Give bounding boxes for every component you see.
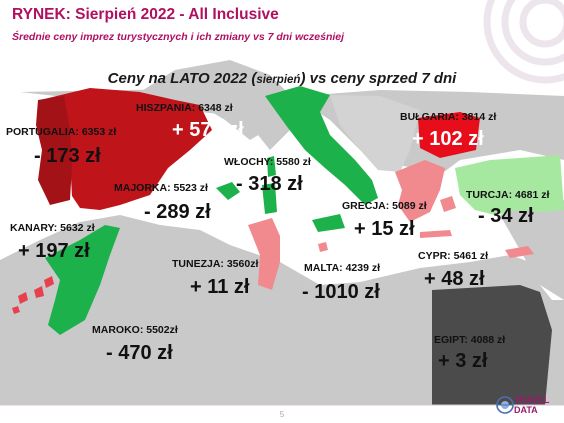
region-tunezja: [248, 218, 280, 290]
change-majorka: - 289 zł: [144, 201, 211, 223]
region-kreta: [420, 230, 452, 238]
change-cypr: + 48 zł: [424, 268, 485, 290]
change-malta: - 1010 zł: [302, 281, 380, 303]
label-turcja: TURCJA: 4681 zł: [466, 189, 550, 201]
region-cypr: [505, 246, 534, 258]
change-tunezja: + 11 zł: [190, 276, 250, 298]
region-turcja: [455, 155, 564, 215]
page-number: 5: [279, 410, 285, 419]
land-levant: [500, 200, 564, 300]
region-sardynia: [262, 183, 277, 214]
label-maroko: MAROKO: 5502zł: [92, 324, 178, 336]
change-grecja: + 15 zł: [354, 218, 415, 240]
region-bulgaria: [418, 112, 480, 158]
change-bulgaria: + 102 zł: [412, 128, 484, 150]
map-title-month: sierpień: [256, 74, 301, 86]
region-maroko: [45, 225, 120, 335]
label-portugalia: PORTUGALIA: 6353 zł: [6, 126, 117, 138]
label-bulgaria: BUŁGARIA: 3814 zł: [400, 111, 497, 123]
label-majorka: MAJORKA: 5523 zł: [114, 182, 208, 194]
region-hiszpania: [40, 88, 212, 210]
region-wlochy: [265, 86, 378, 205]
label-tunezja: TUNEZJA: 3560zł: [172, 258, 259, 270]
page-title: RYNEK: Sierpień 2022 - All Inclusive: [12, 6, 279, 23]
land-france: [140, 60, 290, 140]
globe-icon: [496, 396, 514, 414]
change-turcja: - 34 zł: [478, 205, 534, 227]
label-wlochy: WŁOCHY: 5580 zł: [224, 156, 311, 168]
change-kanary: + 197 zł: [18, 240, 90, 262]
map-title-rest: ) vs ceny sprzed 7 dni: [300, 70, 457, 87]
logo-line1: TRAVEL: [514, 395, 550, 405]
map-title-main: Ceny na LATO 2022 (: [107, 70, 257, 87]
region-grecja-islands: [440, 196, 456, 212]
travel-data-logo: TRAVEL DATA: [496, 393, 558, 417]
region-kanary: [12, 276, 54, 314]
change-portugalia: - 173 zł: [34, 145, 101, 167]
region-majorka: [216, 182, 240, 200]
change-maroko: - 470 zł: [106, 342, 173, 364]
page-subtitle: Średnie ceny imprez turystycznych i ich …: [12, 31, 345, 43]
land-balkans: [330, 95, 420, 172]
region-egipt: [432, 285, 552, 405]
land-africa: [0, 215, 564, 405]
change-wlochy: - 318 zł: [236, 173, 303, 195]
change-hiszpania: + 579 zł: [172, 119, 244, 141]
land-europe: [20, 88, 564, 175]
region-grecja: [395, 160, 445, 222]
logo-line2: DATA: [514, 405, 538, 415]
label-cypr: CYPR: 5461 zł: [418, 250, 489, 262]
region-portugalia: [36, 96, 72, 205]
label-grecja: GRECJA: 5089 zł: [342, 200, 427, 212]
change-egipt: + 3 zł: [438, 350, 488, 372]
map-title: Ceny na LATO 2022 (sierpień) vs ceny spr…: [0, 70, 564, 87]
region-malta: [318, 242, 328, 252]
label-hiszpania: HISZPANIA: 6348 zł: [136, 102, 233, 114]
region-sycylia: [312, 214, 345, 232]
region-korsyka: [267, 156, 276, 177]
label-kanary: KANARY: 5632 zł: [10, 222, 95, 234]
label-malta: MALTA: 4239 zł: [304, 262, 381, 274]
label-egipt: EGIPT: 4088 zł: [434, 334, 506, 346]
decorative-rings: [483, 0, 564, 84]
